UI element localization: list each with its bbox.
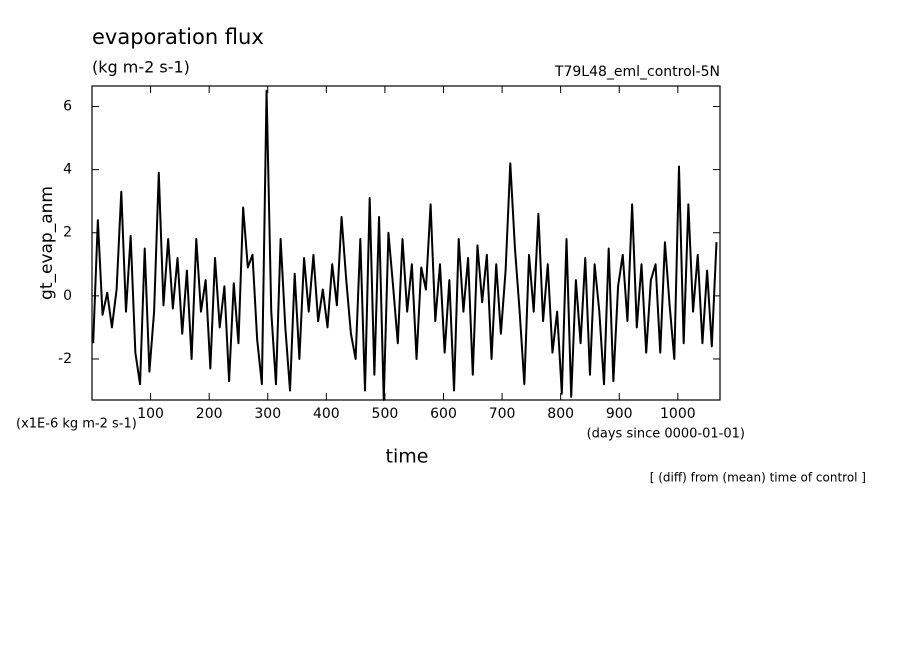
y-units: (x1E-6 kg m-2 s-1) [16,417,137,432]
x-tick-label: 200 [196,406,223,422]
y-tick-label: 2 [63,225,72,241]
x-tick-label: 1000 [660,406,696,422]
y-tick-label: 6 [63,99,72,115]
x-tick-label: 600 [430,406,457,422]
data-line [92,89,718,401]
y-tick-label: -2 [58,351,72,367]
note: [ (diff) from (mean) time of control ] [650,471,866,485]
x-tick-label: 800 [547,406,574,422]
x-tick-label: 500 [372,406,399,422]
x-tick-label: 300 [254,406,281,422]
y-tick-label: 0 [63,288,72,304]
run-label: T79L48_eml_control-5N [554,64,720,80]
y-tick-label: 4 [63,162,72,178]
x-tick-label: 400 [313,406,340,422]
chart-title: evaporation flux [92,25,264,49]
x-axis-label: time [386,446,429,468]
x-tick-label: 700 [489,406,516,422]
y-axis-label: gt_evap_anm [37,186,57,300]
plot-frame [91,85,721,401]
x-tick-label: 900 [606,406,633,422]
chart-subtitle: (kg m-2 s-1) [92,58,190,77]
x-units: (days since 0000-01-01) [587,427,745,442]
x-tick-label: 100 [137,406,164,422]
